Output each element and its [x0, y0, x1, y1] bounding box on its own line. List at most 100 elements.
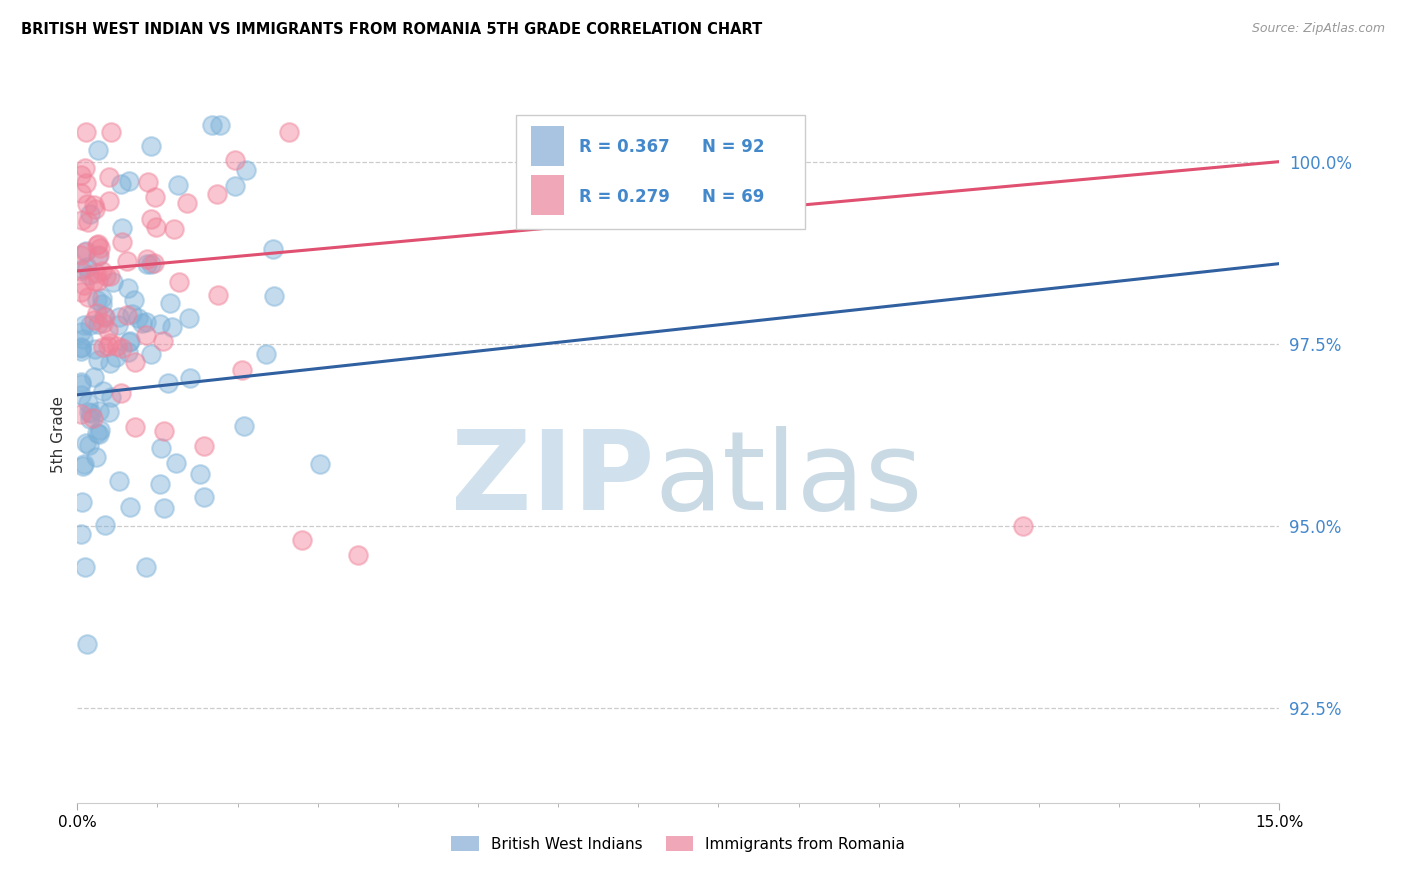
Point	[73, 318, 96, 332]
Point	[89, 426, 111, 441]
Point	[263, 289, 285, 303]
Point	[75, 161, 97, 175]
Point	[87, 317, 110, 331]
Point	[193, 439, 215, 453]
Point	[118, 500, 141, 514]
Point	[117, 281, 139, 295]
Point	[75, 245, 97, 260]
Point	[77, 215, 100, 229]
Point	[153, 424, 176, 438]
Point	[91, 384, 114, 398]
Point	[86, 293, 108, 307]
Point	[77, 405, 100, 419]
Point	[117, 344, 139, 359]
Point	[115, 308, 138, 322]
Point	[70, 388, 93, 402]
Point	[76, 396, 98, 410]
Point	[84, 450, 107, 464]
Point	[233, 419, 256, 434]
Point	[80, 406, 103, 420]
Y-axis label: 5th Grade: 5th Grade	[51, 396, 66, 474]
Point	[131, 316, 153, 330]
Point	[149, 476, 172, 491]
Point	[101, 276, 124, 290]
Point	[70, 375, 93, 389]
Point	[86, 249, 108, 263]
Point	[136, 176, 159, 190]
Point	[98, 336, 121, 351]
Point	[75, 126, 97, 140]
Point	[278, 126, 301, 140]
Point	[87, 236, 110, 251]
Point	[84, 342, 107, 356]
Point	[91, 317, 114, 331]
Point	[70, 326, 93, 340]
Point	[75, 176, 97, 190]
Point	[108, 310, 131, 325]
Point	[291, 533, 314, 548]
Point	[98, 405, 121, 419]
Point	[235, 163, 257, 178]
Point	[201, 118, 224, 132]
Text: R = 0.279: R = 0.279	[579, 188, 669, 206]
Point	[91, 296, 114, 310]
Point	[110, 177, 132, 191]
Point	[115, 253, 138, 268]
Point	[84, 266, 107, 280]
Point	[309, 457, 332, 471]
Text: ZIP: ZIP	[451, 425, 654, 533]
Legend: British West Indians, Immigrants from Romania: British West Indians, Immigrants from Ro…	[446, 830, 911, 858]
Point	[117, 174, 139, 188]
Point	[127, 311, 149, 326]
Point	[73, 560, 96, 574]
Point	[167, 275, 190, 289]
Point	[135, 328, 157, 343]
Point	[193, 490, 215, 504]
Point	[89, 403, 111, 417]
Point	[70, 248, 93, 262]
Point	[121, 307, 143, 321]
Point	[86, 425, 108, 440]
Point	[72, 458, 94, 473]
Point	[73, 278, 96, 293]
Point	[86, 143, 108, 157]
Point	[70, 264, 93, 278]
Point	[111, 221, 134, 235]
Point	[152, 501, 174, 516]
Point	[346, 548, 368, 562]
Point	[98, 194, 121, 209]
Point	[139, 212, 162, 227]
Point	[70, 495, 93, 509]
Point	[87, 274, 110, 288]
Point	[70, 340, 93, 354]
FancyBboxPatch shape	[516, 115, 804, 229]
Point	[83, 274, 105, 288]
Point	[70, 186, 93, 200]
Point	[75, 244, 97, 259]
Point	[100, 390, 122, 404]
Point	[98, 356, 121, 370]
Point	[93, 309, 115, 323]
Point	[97, 339, 120, 353]
Point	[124, 420, 146, 434]
Point	[79, 411, 101, 425]
Point	[107, 474, 129, 488]
Point	[73, 457, 96, 471]
Text: Source: ZipAtlas.com: Source: ZipAtlas.com	[1251, 22, 1385, 36]
Point	[143, 256, 166, 270]
Point	[120, 334, 142, 349]
Point	[205, 186, 228, 201]
Point	[91, 291, 114, 305]
Point	[76, 260, 98, 275]
Point	[262, 242, 284, 256]
Point	[70, 261, 93, 276]
Point	[254, 346, 277, 360]
Point	[70, 342, 93, 356]
Point	[87, 352, 110, 367]
Bar	[530, 126, 564, 166]
Point	[90, 264, 112, 278]
Point	[231, 363, 253, 377]
Point	[105, 338, 128, 352]
Point	[93, 310, 115, 325]
Text: BRITISH WEST INDIAN VS IMMIGRANTS FROM ROMANIA 5TH GRADE CORRELATION CHART: BRITISH WEST INDIAN VS IMMIGRANTS FROM R…	[21, 22, 762, 37]
